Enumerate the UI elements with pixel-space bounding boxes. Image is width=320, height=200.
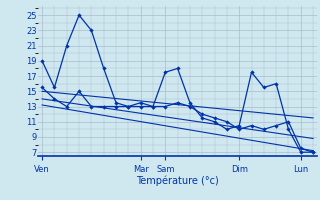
X-axis label: Température (°c): Température (°c) [136, 175, 219, 186]
